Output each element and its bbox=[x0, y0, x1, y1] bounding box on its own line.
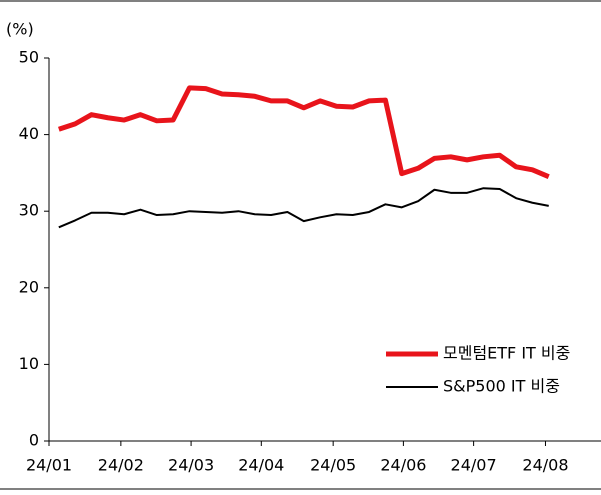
x-tick-label: 24/06 bbox=[380, 456, 426, 475]
y-tick-label: 0 bbox=[29, 431, 39, 450]
y-tick-label: 10 bbox=[19, 354, 39, 373]
data-line bbox=[58, 187, 549, 229]
x-tick-label: 24/05 bbox=[310, 456, 356, 475]
x-tick-label: 24/07 bbox=[451, 456, 497, 475]
legend-label: S&P500 IT 비중 bbox=[443, 377, 560, 396]
y-tick-label: 50 bbox=[19, 48, 39, 67]
y-tick-label: 20 bbox=[19, 277, 39, 296]
y-tick-label: 40 bbox=[19, 124, 39, 143]
legend-label: 모멘텀ETF IT 비중 bbox=[443, 344, 570, 363]
x-tick-label: 24/04 bbox=[238, 456, 284, 475]
data-line bbox=[58, 85, 550, 180]
y-tick-label: 30 bbox=[19, 201, 39, 220]
y-unit-label: (%) bbox=[6, 20, 34, 39]
x-tick-label: 24/01 bbox=[26, 456, 72, 475]
x-tick-label: 24/08 bbox=[522, 456, 568, 475]
x-tick-label: 24/02 bbox=[98, 456, 144, 475]
x-tick-label: 24/03 bbox=[168, 456, 214, 475]
